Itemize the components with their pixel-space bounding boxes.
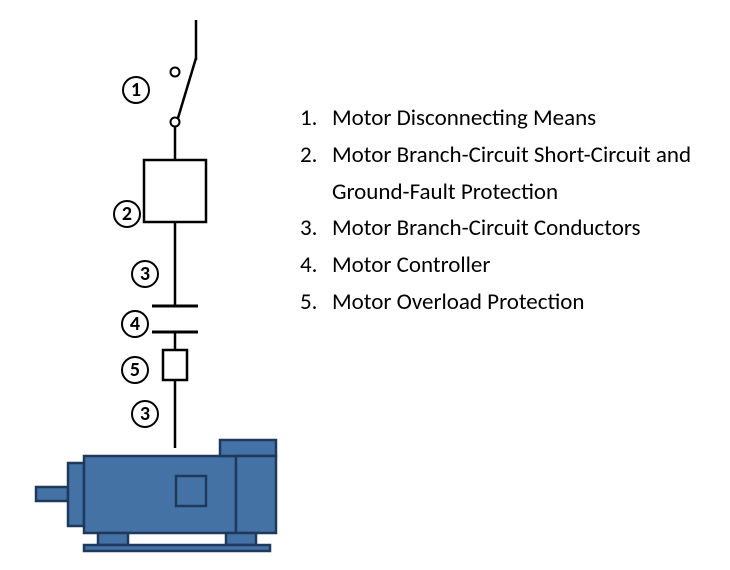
legend-item: 2. Motor Branch-Circuit Short-Circuit an… xyxy=(300,137,720,211)
marker-3b: 3 xyxy=(131,400,159,428)
legend-text: Motor Branch-Circuit Short-Circuit and G… xyxy=(332,137,720,211)
legend-item: 5. Motor Overload Protection xyxy=(300,284,720,321)
legend-num: 2. xyxy=(300,137,332,174)
marker-label: 3 xyxy=(140,402,150,426)
marker-2: 2 xyxy=(113,200,141,228)
legend-num: 4. xyxy=(300,247,332,284)
legend-item: 1. Motor Disconnecting Means xyxy=(300,100,720,137)
legend-item: 3. Motor Branch-Circuit Conductors xyxy=(300,210,720,247)
diagram-container: 1 2 3 4 5 3 1. Motor Disconnecting Means… xyxy=(0,0,730,570)
legend-text: Motor Overload Protection xyxy=(332,284,720,321)
motor-icon xyxy=(36,440,276,551)
legend-text: Motor Branch-Circuit Conductors xyxy=(332,210,720,247)
legend-item: 4. Motor Controller xyxy=(300,247,720,284)
marker-label: 2 xyxy=(122,202,132,226)
marker-5: 5 xyxy=(121,356,149,384)
marker-label: 1 xyxy=(131,78,141,102)
marker-4: 4 xyxy=(121,310,149,338)
legend-num: 5. xyxy=(300,284,332,321)
legend-num: 1. xyxy=(300,100,332,137)
legend-list: 1. Motor Disconnecting Means 2. Motor Br… xyxy=(300,100,720,321)
marker-3a: 3 xyxy=(131,260,159,288)
marker-label: 3 xyxy=(140,262,150,286)
legend-area: 1. Motor Disconnecting Means 2. Motor Br… xyxy=(300,100,720,321)
schematic-area: 1 2 3 4 5 3 xyxy=(0,0,300,570)
legend-num: 3. xyxy=(300,210,332,247)
legend-text: Motor Disconnecting Means xyxy=(332,100,720,137)
marker-1: 1 xyxy=(122,76,150,104)
marker-label: 4 xyxy=(130,312,140,336)
legend-text: Motor Controller xyxy=(332,247,720,284)
marker-label: 5 xyxy=(130,358,140,382)
